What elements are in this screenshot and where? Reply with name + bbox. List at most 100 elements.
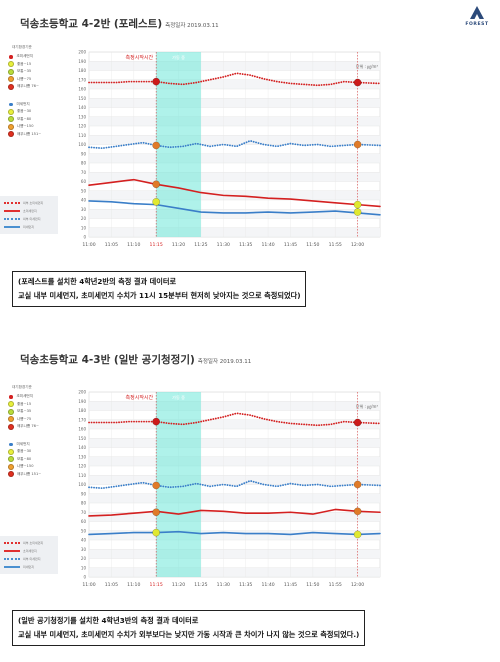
y-tick-label: 60 <box>81 519 87 524</box>
forest-wordmark: FOREST <box>465 22 489 27</box>
legend-level-label: 좋음~30 <box>17 449 32 454</box>
x-tick-label: 11:05 <box>105 582 118 588</box>
line-legend-item-3: 미세먼지 <box>4 563 54 571</box>
series-line-2 <box>88 139 381 150</box>
line-legend-swatch <box>4 558 20 560</box>
legend-level-pm10-2: 나쁨~150 <box>8 463 58 471</box>
grid-band <box>89 116 380 126</box>
line-legend-swatch <box>4 202 20 204</box>
measure-marker-5 <box>353 200 362 209</box>
legend-level-label: 보통~80 <box>17 456 32 461</box>
y-tick-label: 20 <box>81 216 87 221</box>
line-legend-label: 외부 미세먼지 <box>23 557 41 561</box>
line-legend-label: 미세먼지 <box>23 225 35 229</box>
grid-band <box>89 79 380 89</box>
legend-level-pm25-0: 좋음~15 <box>8 401 58 409</box>
legend-level-dot <box>8 68 14 75</box>
series-line-0 <box>88 412 381 427</box>
grid-band <box>89 209 380 219</box>
x-tick-label: 11:10 <box>127 242 140 248</box>
measure-marker-3 <box>353 480 362 489</box>
line-legend-swatch <box>4 210 20 212</box>
legend-level-label: 매우나쁨 151~ <box>17 471 42 476</box>
x-tick-label: 11:50 <box>306 582 319 588</box>
measure-marker-7 <box>353 530 362 539</box>
block-1-date: 측정일자 2019.03.11 <box>165 23 219 29</box>
measure-marker-2 <box>152 141 161 150</box>
legend-level-dot <box>8 116 14 123</box>
x-tick-label: 11:50 <box>306 242 319 248</box>
grid-band <box>89 98 380 108</box>
legend-level-dot <box>8 76 14 83</box>
line-legend-item-0: 외부 초미세먼지 <box>4 199 54 207</box>
line-legend-swatch <box>4 218 20 220</box>
legend-level-label: 나쁨~75 <box>17 76 32 81</box>
legend-panel-2: 대기환경기준 초미세먼지 좋음~15 보통~35 나쁨~75 매우나쁨 76~ 미세먼지 좋음… <box>8 385 58 478</box>
y-tick-label: 50 <box>81 188 87 193</box>
y-tick-label: 180 <box>78 408 86 413</box>
x-tick-label: 11:25 <box>194 582 207 588</box>
measure-marker-1 <box>353 78 362 87</box>
legend-level-pm25-1: 보통~35 <box>8 68 58 76</box>
legend-group-pm10: 미세먼지 <box>8 101 58 109</box>
legend-group-label: 미세먼지 <box>16 441 30 446</box>
block-2-date: 측정일자 2019.03.11 <box>197 359 252 365</box>
x-tick-label: 11:00 <box>82 582 95 588</box>
x-tick-label: 11:45 <box>284 242 297 248</box>
y-tick-label: 150 <box>78 436 86 441</box>
x-tick-label: 11:30 <box>217 582 230 588</box>
measure-marker-3 <box>353 140 362 149</box>
legend-level-pm10-3: 매우나쁨 151~ <box>8 131 58 139</box>
y-tick-label: 0 <box>83 235 86 240</box>
legend-level-pm10-0: 좋음~30 <box>8 448 58 456</box>
block-2-title-text: 덕송초등학교 4-3반 (일반 공기청정기) <box>20 354 195 366</box>
y-tick-label: 160 <box>78 427 86 432</box>
x-tick-label: 12:00 <box>351 242 364 248</box>
y-tick-label: 80 <box>81 501 87 506</box>
unit-label: 단위 : ㎍/m³ <box>356 403 378 409</box>
unit-label: 단위 : ㎍/m³ <box>356 63 378 69</box>
legend-level-label: 좋음~15 <box>17 401 32 406</box>
legend-level-dot <box>8 83 14 90</box>
line-legend-label: 미세먼지 <box>23 565 35 569</box>
operation-highlight <box>156 392 201 577</box>
y-tick-label: 100 <box>78 482 86 487</box>
y-tick-label: 90 <box>81 151 87 156</box>
line-legend-label: 초미세먼지 <box>23 209 37 213</box>
block-1-caption-line-2: 교실 내부 미세먼지, 초미세먼지 수치가 11시 15분부터 현저히 낮아지는… <box>18 291 301 300</box>
y-tick-label: 170 <box>78 417 86 422</box>
x-tick-label: 11:40 <box>261 242 274 248</box>
line-legend-item-2: 외부 미세먼지 <box>4 555 54 563</box>
line-legend-label: 외부 초미세먼지 <box>23 541 44 545</box>
line-legend-1: 외부 초미세먼지 초미세먼지 외부 미세먼지 미세먼지 <box>0 196 58 234</box>
line-legend-item-3: 미세먼지 <box>4 223 54 231</box>
x-tick-label: 11:15 <box>150 582 163 588</box>
y-tick-label: 30 <box>81 207 87 212</box>
y-tick-label: 90 <box>81 491 87 496</box>
y-tick-label: 120 <box>78 124 86 129</box>
measure-marker-0 <box>152 417 161 426</box>
legend-level-pm25-0: 좋음~15 <box>8 61 58 69</box>
legend-level-pm10-1: 보통~80 <box>8 116 58 124</box>
series-line-0 <box>88 72 381 87</box>
y-tick-label: 200 <box>78 50 86 55</box>
block-1-title: 덕송초등학교 4-2반 (포레스트) 측정일자 2019.03.11 <box>20 16 219 31</box>
y-tick-label: 180 <box>78 68 86 73</box>
y-tick-label: 70 <box>81 510 87 515</box>
y-tick-label: 0 <box>83 575 86 580</box>
forest-logo-icon <box>470 6 484 19</box>
legend-level-pm25-2: 나쁨~75 <box>8 76 58 84</box>
line-legend-swatch <box>4 550 20 552</box>
x-tick-label: 11:15 <box>150 242 163 248</box>
legend-level-pm10-2: 나쁨~150 <box>8 123 58 131</box>
y-tick-label: 40 <box>81 538 87 543</box>
y-tick-label: 100 <box>78 142 86 147</box>
legend-level-dot <box>8 448 14 455</box>
legend-standard-header: 대기환경기준 <box>12 45 32 49</box>
legend-level-pm25-2: 나쁨~75 <box>8 416 58 424</box>
legend-level-label: 나쁨~150 <box>17 464 34 469</box>
grid-band <box>89 227 380 237</box>
legend-level-label: 나쁨~150 <box>17 124 34 129</box>
legend-level-pm25-3: 매우나쁨 76~ <box>8 423 58 431</box>
legend-level-dot <box>8 463 14 470</box>
